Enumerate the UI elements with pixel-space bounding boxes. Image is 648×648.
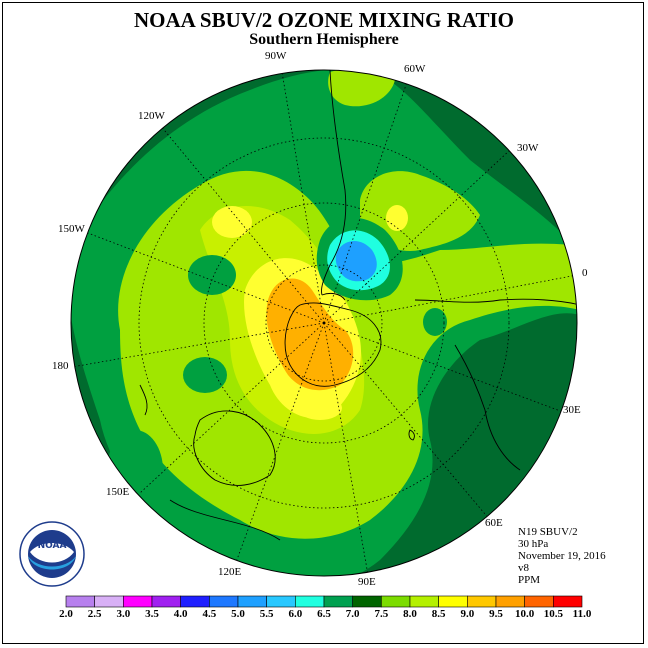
colorbar-swatch [323, 595, 353, 608]
colorbar-tick-label: 8.5 [431, 608, 446, 620]
info-date: November 19, 2016 [518, 550, 606, 562]
graticule [71, 71, 577, 576]
colorbar-tick-label: 4.5 [202, 608, 217, 620]
coast-africa [414, 298, 577, 306]
colorbar-swatch [409, 595, 439, 608]
coast-africa-east [454, 344, 521, 471]
colorbar-tick-label: 2.5 [87, 608, 102, 620]
lon-label-90e: 90E [358, 576, 376, 588]
colorbar-tick-label: 5.5 [259, 608, 274, 620]
field-green-island-4 [107, 430, 163, 510]
ozone-field [71, 70, 577, 576]
info-version: v8 [518, 562, 529, 574]
colorbar-tick-label: 5.0 [231, 608, 245, 620]
field-yellow-blob-west [212, 206, 252, 238]
field-blue [335, 241, 377, 282]
colorbar-swatch [524, 595, 554, 608]
colorbar-tick-label: 7.0 [345, 608, 360, 620]
colorbar-swatch [438, 595, 468, 608]
colorbar-tick-label: 6.5 [317, 608, 331, 620]
colorbar-tick-label: 9.0 [460, 608, 475, 620]
field-green-island-2 [183, 357, 227, 393]
noaa-logo-wave [28, 556, 76, 570]
colorbar-tick-label: 4.0 [173, 608, 188, 620]
colorbar-tick-label: 11.0 [572, 608, 592, 620]
colorbar-swatch [151, 595, 181, 608]
lon-label-120w: 120W [138, 110, 165, 122]
info-satellite: N19 SBUV/2 [518, 526, 578, 538]
colorbar-swatch [237, 595, 267, 608]
lon-label-150w: 150W [58, 223, 85, 235]
lon-label-180: 180 [52, 360, 69, 372]
colorbar-swatch [352, 595, 382, 608]
field-yellow-blob-south [298, 396, 342, 420]
noaa-logo: NOAA [19, 521, 85, 587]
lon-label-30e: 30E [563, 404, 581, 416]
colorbar-swatch [94, 595, 124, 608]
field-lime-north [328, 70, 395, 107]
noaa-logo-text: NOAA [38, 541, 67, 551]
colorbar-tick-label: 7.5 [374, 608, 389, 620]
colorbar-tick-label: 2.0 [59, 608, 73, 620]
lon-label-60e: 60E [485, 517, 503, 529]
field-orange [266, 278, 354, 391]
map-boundary [70, 69, 578, 577]
colorbar-swatch [295, 595, 325, 608]
colorbar [65, 595, 583, 608]
colorbar-tick-label: 10.5 [543, 608, 563, 620]
colorbar-swatch [495, 595, 525, 608]
colorbar-swatch [209, 595, 239, 608]
colorbar-tick-label: 6.0 [288, 608, 303, 620]
colorbar-tick-label: 10.0 [515, 608, 535, 620]
field-green-island-1 [188, 255, 236, 295]
field-lime-east [360, 171, 480, 251]
info-level: 30 hPa [518, 538, 549, 550]
lon-label-30w: 30W [517, 142, 539, 154]
colorbar-tick-label: 9.5 [489, 608, 503, 620]
colorbar-swatch [553, 595, 583, 608]
coast-south-america [321, 70, 347, 296]
lon-label-120e: 120E [218, 566, 242, 578]
colorbar-swatch [123, 595, 153, 608]
noaa-logo-bird [30, 543, 74, 563]
lon-label-150e: 150E [106, 486, 130, 498]
colorbar-swatch [381, 595, 411, 608]
colorbar-swatch [65, 595, 95, 608]
coastlines [139, 70, 577, 541]
colorbar-swatch [180, 595, 210, 608]
map-title: NOAA SBUV/2 OZONE MIXING RATIO [134, 8, 514, 32]
info-units: PPM [518, 574, 541, 586]
colorbar-swatch [266, 595, 296, 608]
lon-label-0: 0 [582, 267, 588, 279]
lon-label-60w: 60W [404, 63, 426, 75]
coast-antarctic-peninsula [321, 292, 346, 301]
lon-label-90w: 90W [265, 50, 287, 62]
coast-madagascar [408, 429, 415, 441]
colorbar-tick-label: 3.0 [116, 608, 131, 620]
colorbar-tick-label: 8.0 [403, 608, 417, 620]
colorbar-swatch [467, 595, 497, 608]
coast-new-zealand [139, 384, 148, 416]
coast-indonesia [169, 499, 281, 541]
coast-antarctica [284, 302, 382, 387]
coast-australia [193, 410, 276, 486]
field-yellow-blob-east [386, 205, 408, 231]
field-green-island-3 [423, 308, 447, 336]
map-subtitle: Southern Hemisphere [249, 31, 399, 48]
colorbar-tick-label: 3.5 [145, 608, 159, 620]
